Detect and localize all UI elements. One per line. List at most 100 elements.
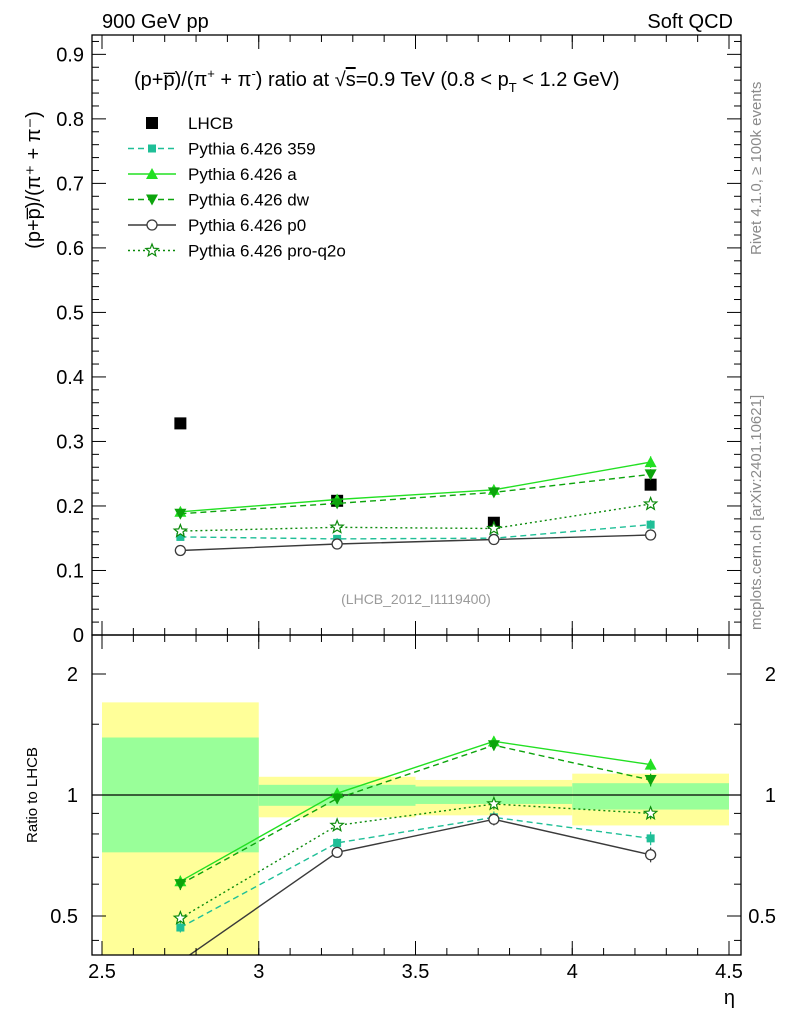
main-point-p0: [331, 538, 343, 550]
ratio-point-dw: [644, 774, 657, 786]
main-point-proq2o: [172, 522, 189, 538]
ratio-y-tick-label-right: 2: [765, 664, 776, 686]
legend-label-proq2o: Pythia 6.426 pro-q2o: [188, 242, 346, 261]
ratio-point-dw: [331, 793, 344, 805]
main-y-tick-label: 0.5: [56, 302, 84, 324]
header-left-label: 900 GeV pp: [102, 11, 209, 33]
main-point-p359: [646, 520, 655, 529]
main-y-tick-label: 0.1: [56, 560, 84, 582]
main-point-dw: [331, 498, 344, 510]
main-point-p0: [174, 544, 187, 557]
analysis-id-label: (LHCB_2012_I1119400): [341, 591, 491, 607]
legend-label-a: Pythia 6.426 a: [188, 165, 297, 184]
ratio-point-p0: [488, 813, 500, 825]
ratio-point-dw: [174, 879, 187, 891]
ratio-axes: 0.5 0.5 1 1 2 2 2.5 3 3.5 4 4.5: [50, 635, 776, 983]
main-point-dw: [644, 469, 657, 481]
main-point-lhcb: [174, 417, 187, 430]
title-sup-plus: +: [207, 66, 215, 81]
main-y-tick-label: 0.8: [56, 109, 84, 131]
main-y-tick-label: 0.3: [56, 431, 84, 453]
main-point-p0: [488, 533, 500, 546]
ratio-line-p0: [188, 818, 651, 955]
main-y-tick-label: 0: [73, 625, 84, 647]
main-point-proq2o: [329, 519, 345, 534]
ratio-panel: 0.5 0.5 1 1 2 2 2.5 3 3.5 4 4.5 Ratio to LHCB η: [24, 634, 776, 1009]
main-point-dw: [174, 508, 187, 520]
main-y-tick-label: 0.6: [56, 238, 84, 260]
x-tick-label: 4.5: [715, 961, 743, 983]
main-point-a: [644, 456, 657, 468]
x-tick-label: 4: [567, 961, 578, 983]
ratio-y-tick-label-left: 2: [67, 664, 78, 686]
main-y-tick-label: 0.2: [56, 496, 84, 518]
ratio-point-proq2o: [642, 805, 659, 821]
legend-marker-a: [146, 168, 158, 179]
legend-marker-dw: [146, 194, 158, 206]
title-sqrt-s: s: [346, 69, 356, 91]
ratio-y-tick-label-left: 1: [67, 785, 78, 807]
main-line-proq2o: [180, 503, 651, 532]
main-point-lhcb: [644, 478, 657, 491]
ratio-point-p359: [333, 838, 342, 847]
main-line-a: [180, 461, 651, 513]
x-tick-label: 3: [253, 961, 264, 983]
rivet-version-label: Rivet 4.1.0, ≥ 100k events: [748, 82, 765, 255]
ratio-point-p0: [331, 846, 343, 858]
legend-marker-p0: [146, 219, 158, 231]
legend-label-p359: Pythia 6.426 359: [188, 140, 316, 159]
ratio-point-p359: [176, 923, 185, 932]
ratio-plot-area: [172, 735, 659, 966]
ratio-point-a: [644, 758, 657, 770]
legend-marker-proq2o: [144, 242, 160, 258]
main-point-dw: [487, 487, 500, 499]
title-lead: (p+p̅)/(π: [134, 69, 207, 91]
ratio-y-axis-label: Ratio to LHCB: [24, 747, 41, 843]
title-tail: < 1.2 GeV): [517, 69, 620, 91]
main-y-axis-label: (p+p̅)/(π⁺ + π⁻): [23, 111, 45, 249]
ratio-point-dw: [487, 740, 500, 752]
mcplots-credit-label: mcplots.cern.ch [arXiv:2401.10621]: [748, 395, 765, 630]
ratio-point-proq2o: [172, 910, 189, 925]
ratio-point-proq2o: [329, 817, 345, 833]
main-panel: 0 0.1 0.2 0.3 0.4 0.5 0.6 0.7 0.8 0.9 (p+p̅)/(π+ …: [23, 34, 742, 647]
main-line-p359: [180, 524, 651, 540]
title-sup-minus: -: [251, 66, 255, 81]
ratio-point-p359: [646, 834, 655, 843]
ratio-y-tick-label-right: 0.5: [748, 906, 776, 928]
ratio-bands: [92, 702, 741, 955]
main-point-p359: [176, 532, 185, 541]
legend-marker-lhcb: [146, 117, 158, 129]
main-point-proq2o: [642, 495, 659, 511]
legend-label-lhcb: LHCB: [188, 114, 233, 133]
chart-title: (p+p̅)/(π+ + π-) ratio at √s=0.9 TeV (0.…: [134, 66, 620, 95]
ratio-band-green: [572, 783, 729, 810]
ratio-point-p0: [175, 956, 185, 966]
title-mid2: ) ratio at √: [256, 69, 346, 91]
main-line-p0: [180, 534, 651, 552]
ratio-y-tick-label-right: 1: [765, 785, 776, 807]
main-plot-area: [172, 417, 659, 557]
ratio-y-tick-label-left: 0.5: [50, 906, 78, 928]
title-mid3: =0.9 TeV (0.8 < p: [356, 69, 509, 91]
main-point-p0: [644, 529, 657, 541]
main-y-tick-label: 0.4: [56, 367, 84, 389]
legend: LHCB Pythia 6.426 359 Pythia 6.426 a Pythia…: [128, 114, 346, 261]
legend-label-dw: Pythia 6.426 dw: [188, 191, 310, 210]
header-right-label: Soft QCD: [647, 11, 733, 33]
x-tick-label: 3.5: [402, 961, 430, 983]
ratio-point-proq2o: [486, 795, 502, 811]
ratio-line-proq2o: [180, 803, 651, 919]
main-y-tick-label: 0.7: [56, 173, 84, 195]
x-axis-label: η: [724, 987, 735, 1009]
ratio-line-a: [180, 740, 651, 882]
main-y-tick-label: 0.9: [56, 44, 84, 66]
title-sub-t: T: [509, 80, 517, 95]
x-tick-label: 2.5: [88, 961, 116, 983]
legend-label-p0: Pythia 6.426 p0: [188, 216, 306, 235]
main-point-proq2o: [486, 520, 502, 536]
main-axes: 0 0.1 0.2 0.3 0.4 0.5 0.6 0.7 0.8 0.9: [56, 35, 741, 647]
ratio-point-p0: [644, 849, 657, 861]
legend-marker-p359: [148, 144, 156, 153]
